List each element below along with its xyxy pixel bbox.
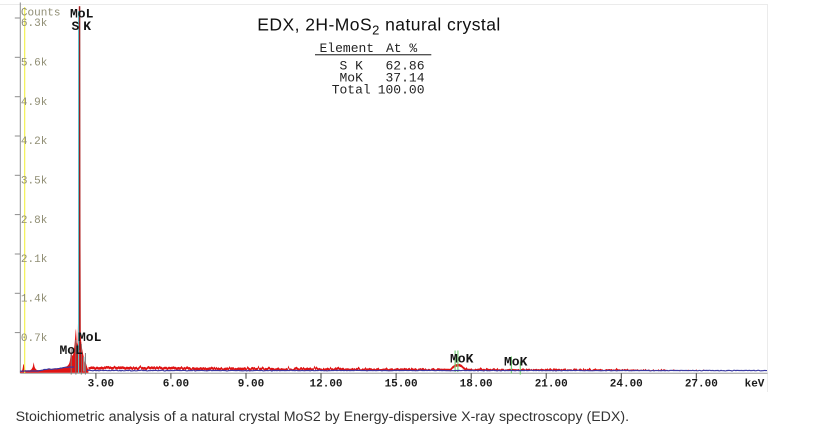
svg-text:3.5k: 3.5k (21, 176, 48, 188)
svg-text:0.7k: 0.7k (21, 333, 48, 345)
svg-text:At %: At % (386, 41, 417, 56)
svg-text:37.14: 37.14 (386, 71, 425, 86)
svg-text:MoK: MoK (504, 355, 528, 370)
svg-text:2.1k: 2.1k (21, 254, 48, 266)
svg-text:MoL: MoL (78, 330, 102, 345)
svg-text:2.8k: 2.8k (21, 215, 48, 227)
svg-text:keV: keV (745, 378, 765, 390)
svg-text:Counts: Counts (21, 8, 61, 20)
svg-text:MoK: MoK (340, 71, 364, 86)
svg-text:9.00: 9.00 (238, 378, 264, 390)
svg-text:21.00: 21.00 (535, 378, 568, 390)
svg-text:MoL: MoL (60, 343, 84, 358)
svg-text:27.00: 27.00 (685, 378, 718, 390)
svg-text:62.86: 62.86 (386, 59, 425, 74)
svg-text:Element: Element (320, 41, 375, 56)
svg-text:S: S (72, 19, 80, 34)
svg-text:3.00: 3.00 (88, 378, 114, 390)
svg-text:100.00: 100.00 (378, 83, 425, 98)
svg-text:24.00: 24.00 (610, 378, 643, 390)
svg-text:6.3k: 6.3k (21, 18, 48, 30)
svg-text:18.00: 18.00 (460, 378, 493, 390)
svg-text:MoK: MoK (450, 352, 474, 367)
svg-text:K: K (83, 19, 91, 34)
svg-text:S K: S K (340, 59, 364, 74)
svg-text:MoL: MoL (70, 7, 94, 22)
svg-text:5.6k: 5.6k (21, 58, 48, 70)
svg-text:1.4k: 1.4k (21, 294, 48, 306)
svg-text:6.00: 6.00 (163, 378, 189, 390)
svg-text:4.2k: 4.2k (21, 136, 48, 148)
svg-text:4.9k: 4.9k (21, 97, 48, 109)
svg-text:Total: Total (332, 83, 371, 98)
svg-text:EDX, 2H-MoS2 natural crystal: EDX, 2H-MoS2 natural crystal (257, 14, 501, 37)
svg-text:15.00: 15.00 (385, 378, 418, 390)
svg-text:12.00: 12.00 (310, 378, 343, 390)
